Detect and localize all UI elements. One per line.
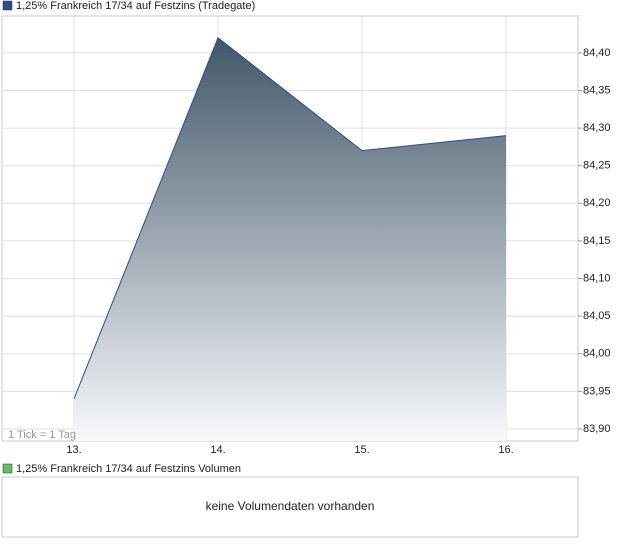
x-tick-label: 14. [210, 444, 225, 456]
annotation: 1 Tick = 1 Tag [8, 429, 76, 441]
data [73, 37, 507, 442]
legend-label: 1,25% Frankreich 17/34 auf Festzins (Tra… [16, 0, 255, 12]
x-tick-label: 15. [354, 444, 369, 456]
y-tick-label: 84,15 [583, 235, 611, 247]
y-tick-label: 84,00 [583, 348, 611, 360]
area [74, 37, 506, 442]
y-tick-label: 84,30 [583, 122, 611, 134]
y-tick-label: 83,90 [583, 423, 611, 435]
x-tick-label: 16. [498, 444, 513, 456]
y-tick-label: 83,95 [583, 385, 611, 397]
legend-label: 1,25% Frankreich 17/34 auf Festzins Volu… [16, 463, 241, 475]
y-tick-label: 84,35 [583, 84, 611, 96]
line [73, 37, 507, 400]
y-tick-label: 84,25 [583, 160, 611, 172]
y-tick-label: 84,20 [583, 197, 611, 209]
legend-swatch [2, 0, 13, 11]
volume-message: keine Volumendaten vorhanden [206, 499, 375, 513]
y-tick-label: 84,05 [583, 310, 611, 322]
legend-swatch [2, 463, 13, 474]
x-tick-label: 13. [66, 444, 81, 456]
y-tick-label: 84,10 [583, 272, 611, 284]
y-tick-label: 84,40 [583, 47, 611, 59]
volume-frame [1, 476, 579, 538]
